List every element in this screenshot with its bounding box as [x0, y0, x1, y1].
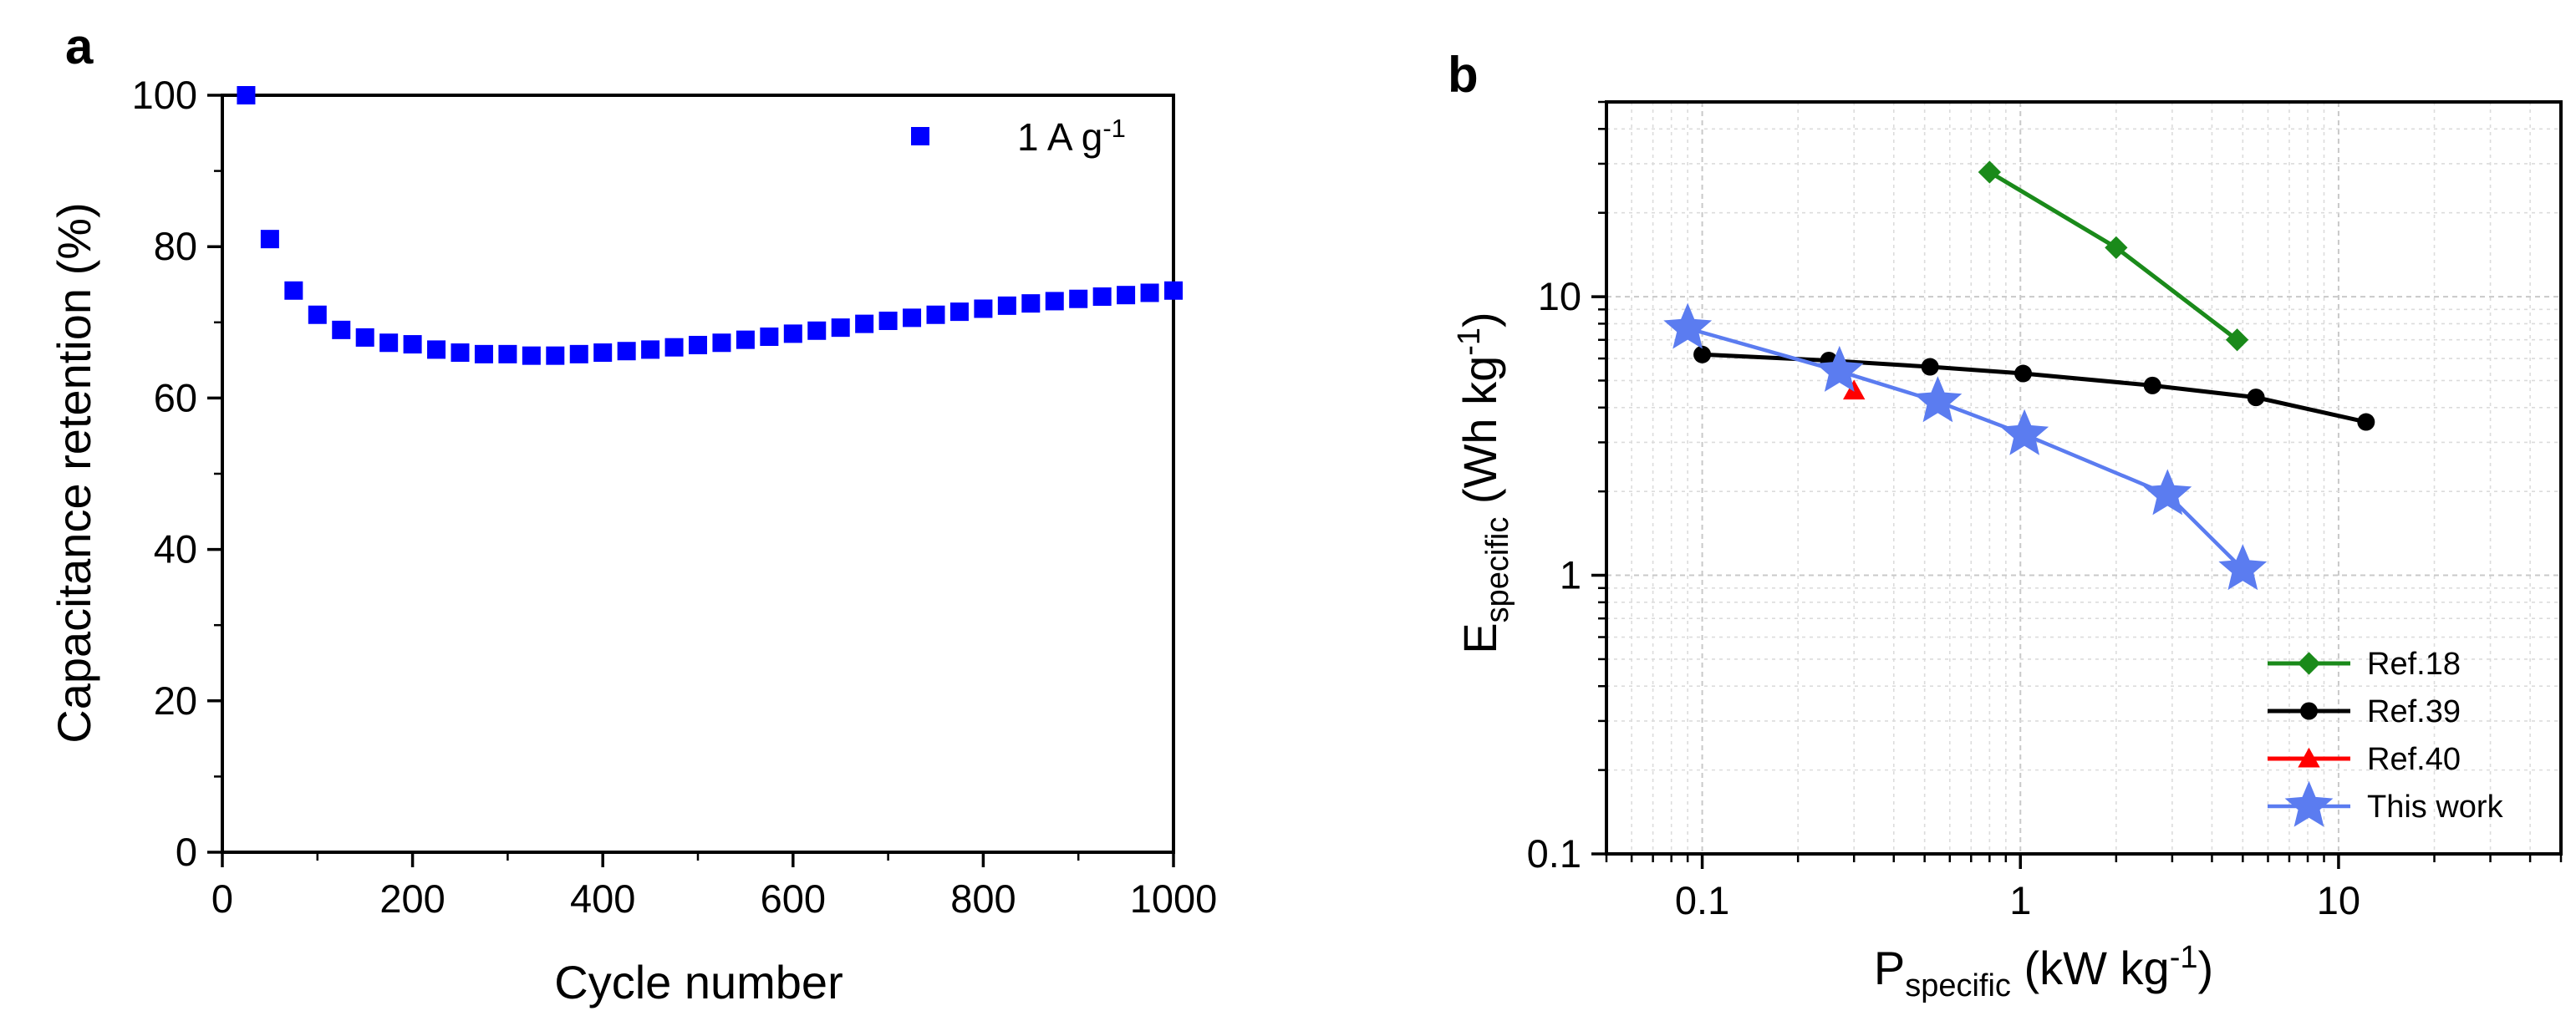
- legend-a: 1 A g-1: [911, 114, 1126, 159]
- panel-letter-a: a: [65, 18, 94, 74]
- legend-marker-this-work: [2284, 780, 2334, 827]
- legend-marker-ref-39: [2300, 702, 2318, 720]
- data-point-retention: [474, 344, 493, 363]
- x-tick-label-a: 200: [379, 876, 445, 921]
- data-point-retention: [498, 344, 517, 363]
- data-point-ref-18: [1978, 160, 2002, 184]
- y-tick-label-a: 40: [154, 527, 197, 571]
- data-point-this-work: [1815, 345, 1864, 392]
- y-axis-title-a: Capacitance retention (%): [48, 202, 100, 743]
- data-point-retention: [1021, 294, 1041, 313]
- y-tick-label-b: 10: [1538, 274, 1581, 318]
- data-point-retention: [831, 318, 850, 338]
- y-tick-label-b: 1: [1560, 553, 1581, 597]
- data-point-retention: [355, 328, 374, 347]
- data-point-retention: [1092, 287, 1112, 306]
- series-line-this-work: [1687, 326, 2244, 571]
- legend-label-ref-39: Ref.39: [2367, 694, 2461, 729]
- data-point-retention: [284, 281, 303, 300]
- data-point-ref-40: [1843, 379, 1866, 400]
- legend-b: Ref.18 Ref.39 Ref.40 This work: [2268, 647, 2504, 827]
- x-axis-title-a: Cycle number: [554, 956, 843, 1008]
- data-point-ref-39: [1820, 351, 1838, 369]
- data-point-this-work: [2143, 469, 2192, 516]
- data-point-retention: [403, 335, 422, 354]
- data-point-this-work: [2218, 544, 2268, 591]
- data-point-retention: [1117, 286, 1136, 305]
- data-point-ref-39: [2014, 364, 2033, 383]
- data-point-ref-39: [2247, 389, 2265, 407]
- panel-letter-b: b: [1448, 47, 1479, 103]
- legend-marker-ref-18: [2297, 652, 2321, 675]
- y-tick-label-b: 0.1: [1527, 831, 1581, 876]
- x-tick-label-a: 600: [761, 876, 826, 921]
- series-line-ref-39: [1702, 352, 2367, 424]
- data-point-retention: [427, 340, 446, 359]
- y-tick-label-a: 0: [176, 830, 197, 874]
- data-point-retention: [332, 320, 351, 339]
- data-point-retention: [689, 335, 707, 354]
- data-point-retention: [569, 344, 588, 363]
- data-point-retention: [926, 305, 945, 324]
- plot-frame-b: [1605, 100, 2563, 856]
- x-tick-label-b: 0.1: [1675, 878, 1729, 922]
- data-point-ref-39: [1693, 345, 1712, 363]
- data-point-ref-39: [2143, 376, 2161, 394]
- data-point-retention: [1069, 289, 1088, 308]
- data-point-this-work: [1663, 302, 1713, 349]
- data-point-retention: [664, 338, 684, 357]
- data-point-ref-18: [2105, 236, 2128, 259]
- data-point-retention: [974, 299, 993, 318]
- data-point-retention: [807, 321, 827, 340]
- data-point-retention: [451, 343, 470, 363]
- y-tick-label-a: 20: [154, 678, 197, 723]
- data-point-retention: [878, 311, 898, 330]
- series-line-ref-18: [1988, 170, 2239, 342]
- data-point-this-work: [2000, 409, 2049, 455]
- data-point-retention: [855, 314, 874, 333]
- data-point-retention: [712, 333, 731, 353]
- data-point-retention: [593, 343, 613, 363]
- y-tick-label-a: 60: [154, 375, 197, 419]
- legend-label-this-work: This work: [2367, 790, 2504, 825]
- data-point-this-work: [1913, 376, 1963, 423]
- data-point-retention: [949, 302, 969, 322]
- data-point-retention: [260, 230, 279, 249]
- data-point-retention: [903, 308, 922, 328]
- data-point-ref-18: [2225, 328, 2249, 352]
- data-point-retention: [522, 346, 541, 365]
- legend-marker-ref-40: [2298, 747, 2320, 768]
- data-point-retention: [237, 86, 256, 104]
- data-point-retention: [997, 296, 1016, 315]
- x-axis-title-b: Pspecific (kW kg-1): [1874, 940, 2213, 1003]
- x-tick-label-a: 400: [570, 876, 635, 921]
- x-tick-label-b: 1: [2009, 878, 2031, 922]
- data-point-retention: [641, 340, 660, 359]
- x-tick-label-b: 10: [2317, 878, 2360, 922]
- data-point-retention: [308, 305, 327, 324]
- legend-marker-1a: [911, 127, 929, 145]
- plot-frame-a: [221, 94, 1175, 854]
- legend-label-ref-18: Ref.18: [2367, 647, 2461, 682]
- data-point-retention: [783, 324, 802, 343]
- data-point-ref-39: [1921, 358, 1939, 376]
- data-point-ref-39: [2357, 413, 2375, 431]
- data-point-retention: [1140, 283, 1159, 302]
- data-point-retention: [760, 328, 779, 347]
- y-tick-label-a: 100: [132, 73, 197, 117]
- legend-label-1a: 1 A g-1: [1017, 114, 1126, 159]
- x-tick-label-a: 800: [950, 876, 1016, 921]
- x-tick-label-a: 1000: [1130, 876, 1218, 921]
- data-point-retention: [379, 333, 399, 353]
- x-tick-label-a: 0: [211, 876, 233, 921]
- data-point-retention: [617, 342, 636, 361]
- legend-label-ref-40: Ref.40: [2367, 742, 2461, 777]
- y-axis-title-b: Especific (Wh kg-1): [1452, 312, 1515, 653]
- data-point-retention: [1164, 281, 1183, 300]
- data-point-retention: [546, 346, 565, 365]
- y-tick-label-a: 80: [154, 224, 197, 268]
- data-point-retention: [736, 330, 755, 349]
- data-point-retention: [1045, 292, 1064, 311]
